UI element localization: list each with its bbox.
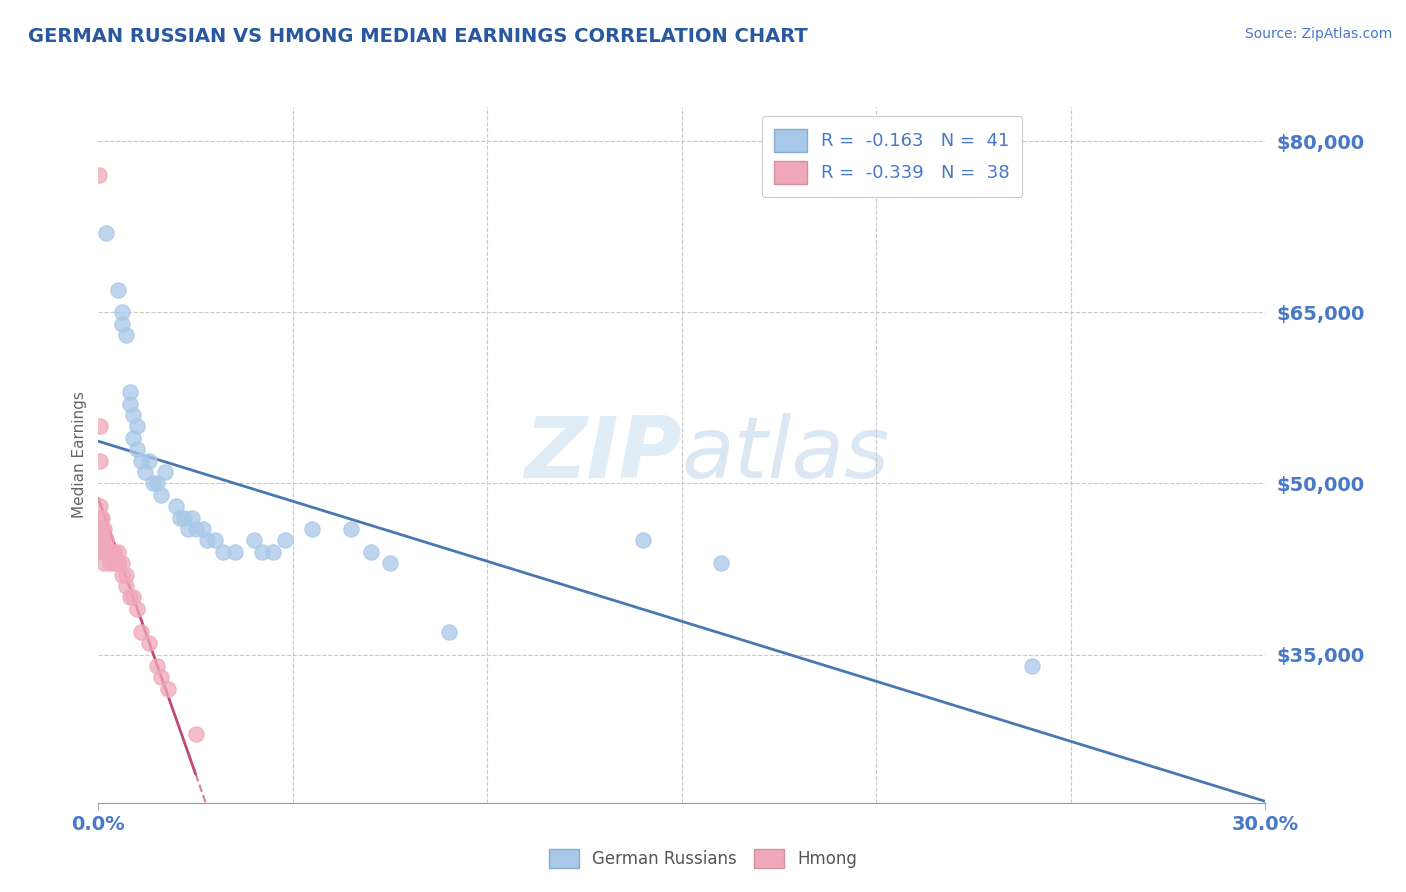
Point <box>710 556 733 570</box>
Point <box>90 533 112 548</box>
Point <box>96 533 118 548</box>
Point <box>89 419 111 434</box>
Point <box>90 522 112 536</box>
Point <box>103 545 125 559</box>
Text: GERMAN RUSSIAN VS HMONG MEDIAN EARNINGS CORRELATION CHART: GERMAN RUSSIAN VS HMONG MEDIAN EARNINGS … <box>28 27 808 45</box>
Point <box>93 522 115 536</box>
Point <box>204 533 226 548</box>
Point <box>122 408 145 422</box>
Point <box>114 328 136 343</box>
Point <box>173 510 195 524</box>
Point <box>89 169 111 183</box>
Point <box>98 556 121 570</box>
Point <box>129 624 152 639</box>
Point <box>149 488 172 502</box>
Point <box>224 545 246 559</box>
Point <box>127 419 149 434</box>
Point <box>98 545 121 559</box>
Point <box>153 465 176 479</box>
Text: ZIP: ZIP <box>524 413 682 497</box>
Point <box>340 522 363 536</box>
Point <box>90 510 112 524</box>
Point <box>146 659 169 673</box>
Point <box>89 453 111 467</box>
Point <box>142 476 165 491</box>
Point <box>146 476 169 491</box>
Point <box>193 522 215 536</box>
Point <box>122 591 145 605</box>
Text: atlas: atlas <box>682 413 890 497</box>
Point <box>262 545 284 559</box>
Point <box>184 522 207 536</box>
Point <box>301 522 323 536</box>
Point <box>103 545 125 559</box>
Point <box>118 591 141 605</box>
Point <box>177 522 200 536</box>
Point <box>93 556 115 570</box>
Point <box>107 283 129 297</box>
Point <box>118 396 141 410</box>
Point <box>378 556 402 570</box>
Point <box>250 545 273 559</box>
Point <box>96 226 118 240</box>
Point <box>111 305 134 319</box>
Point <box>134 465 156 479</box>
Point <box>149 670 172 684</box>
Point <box>107 545 129 559</box>
Point <box>274 533 297 548</box>
Point <box>98 545 121 559</box>
Point <box>165 500 187 514</box>
Point <box>93 545 115 559</box>
Y-axis label: Median Earnings: Median Earnings <box>72 392 87 518</box>
Point <box>437 624 460 639</box>
Point <box>91 545 114 559</box>
Point <box>129 453 152 467</box>
Point <box>127 442 149 457</box>
Point <box>107 556 129 570</box>
Point <box>631 533 654 548</box>
Legend: R =  -0.163   N =  41, R =  -0.339   N =  38: R = -0.163 N = 41, R = -0.339 N = 38 <box>762 116 1022 197</box>
Point <box>114 567 136 582</box>
Point <box>195 533 218 548</box>
Point <box>111 567 134 582</box>
Point <box>212 545 235 559</box>
Point <box>111 556 134 570</box>
Point <box>243 533 266 548</box>
Point <box>1021 659 1043 673</box>
Point <box>360 545 382 559</box>
Point <box>118 385 141 400</box>
Point <box>91 510 114 524</box>
Point <box>91 533 114 548</box>
Point <box>96 545 118 559</box>
Point <box>169 510 191 524</box>
Legend: German Russians, Hmong: German Russians, Hmong <box>543 842 863 875</box>
Point <box>122 431 145 445</box>
Point <box>184 727 207 741</box>
Point <box>180 510 202 524</box>
Point <box>138 636 160 650</box>
Point <box>107 556 129 570</box>
Point <box>157 681 180 696</box>
Point <box>114 579 136 593</box>
Text: Source: ZipAtlas.com: Source: ZipAtlas.com <box>1244 27 1392 41</box>
Point <box>138 453 160 467</box>
Point <box>90 522 112 536</box>
Point <box>103 556 125 570</box>
Point <box>127 602 149 616</box>
Point <box>89 500 111 514</box>
Point <box>111 317 134 331</box>
